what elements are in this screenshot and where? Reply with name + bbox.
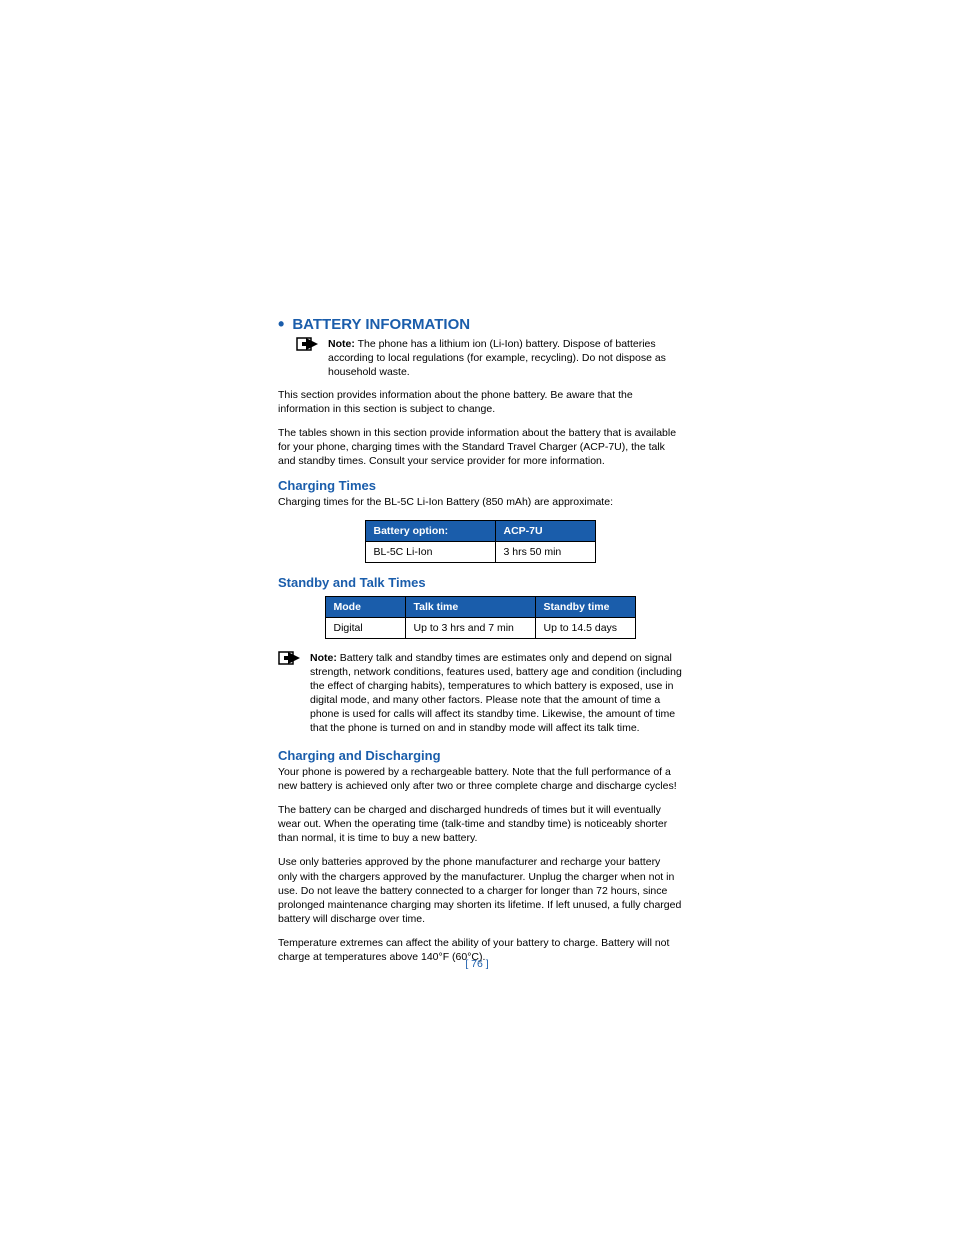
discharge-para-2: The battery can be charged and discharge…	[278, 803, 682, 846]
charging-th-1: ACP-7U	[495, 520, 595, 541]
note-2-label: Note:	[310, 652, 337, 664]
discharge-para-3: Use only batteries approved by the phone…	[278, 855, 682, 926]
charging-heading: Charging Times	[278, 478, 682, 493]
charging-th-0: Battery option:	[365, 520, 495, 541]
intro-para-2: The tables shown in this section provide…	[278, 426, 682, 469]
note-2-body: Battery talk and standby times are estim…	[310, 652, 682, 735]
note-2-text: Note: Battery talk and standby times are…	[310, 651, 682, 736]
discharge-heading: Charging and Discharging	[278, 748, 682, 763]
note-1-text: Note: The phone has a lithium ion (Li-Io…	[328, 337, 682, 380]
table-row: Digital Up to 3 hrs and 7 min Up to 14.5…	[325, 617, 635, 638]
note-1-label: Note:	[328, 338, 355, 350]
standby-th-2: Standby time	[535, 596, 635, 617]
table-header-row: Battery option: ACP-7U	[365, 520, 595, 541]
standby-td-2: Up to 14.5 days	[535, 617, 635, 638]
standby-heading: Standby and Talk Times	[278, 575, 682, 590]
page-content: • BATTERY INFORMATION Note: The phone ha…	[278, 315, 682, 975]
note-block-1: Note: The phone has a lithium ion (Li-Io…	[278, 337, 682, 380]
discharge-para-1: Your phone is powered by a rechargeable …	[278, 765, 682, 793]
page-number: [ 76 ]	[0, 958, 954, 970]
note-arrow-icon	[296, 337, 318, 355]
charging-intro: Charging times for the BL-5C Li-Ion Batt…	[278, 495, 682, 509]
bullet-icon: •	[278, 315, 284, 333]
standby-table: Mode Talk time Standby time Digital Up t…	[325, 596, 636, 639]
table-row: BL-5C Li-Ion 3 hrs 50 min	[365, 541, 595, 562]
note-block-2: Note: Battery talk and standby times are…	[278, 651, 682, 736]
note-arrow-icon	[278, 651, 300, 669]
charging-td-0: BL-5C Li-Ion	[365, 541, 495, 562]
standby-th-0: Mode	[325, 596, 405, 617]
section-title: • BATTERY INFORMATION	[278, 315, 682, 333]
charging-table: Battery option: ACP-7U BL-5C Li-Ion 3 hr…	[365, 520, 596, 563]
note-1-body: The phone has a lithium ion (Li-Ion) bat…	[328, 338, 666, 378]
charging-td-1: 3 hrs 50 min	[495, 541, 595, 562]
standby-td-0: Digital	[325, 617, 405, 638]
section-title-text: BATTERY INFORMATION	[292, 316, 470, 333]
intro-para-1: This section provides information about …	[278, 388, 682, 416]
table-header-row: Mode Talk time Standby time	[325, 596, 635, 617]
standby-td-1: Up to 3 hrs and 7 min	[405, 617, 535, 638]
standby-th-1: Talk time	[405, 596, 535, 617]
